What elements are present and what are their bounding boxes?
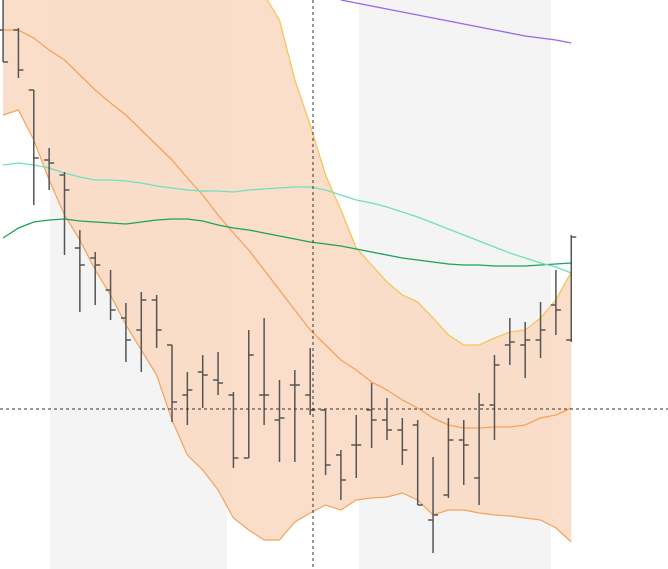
plot-layer	[0, 0, 577, 553]
moving-average	[2, 162, 572, 274]
band-lower	[2, 109, 572, 543]
moving-average	[340, 0, 572, 44]
band-middle	[3, 29, 572, 429]
band-fill	[3, 0, 572, 542]
band-upper	[266, 0, 572, 346]
moving-average	[2, 218, 572, 267]
